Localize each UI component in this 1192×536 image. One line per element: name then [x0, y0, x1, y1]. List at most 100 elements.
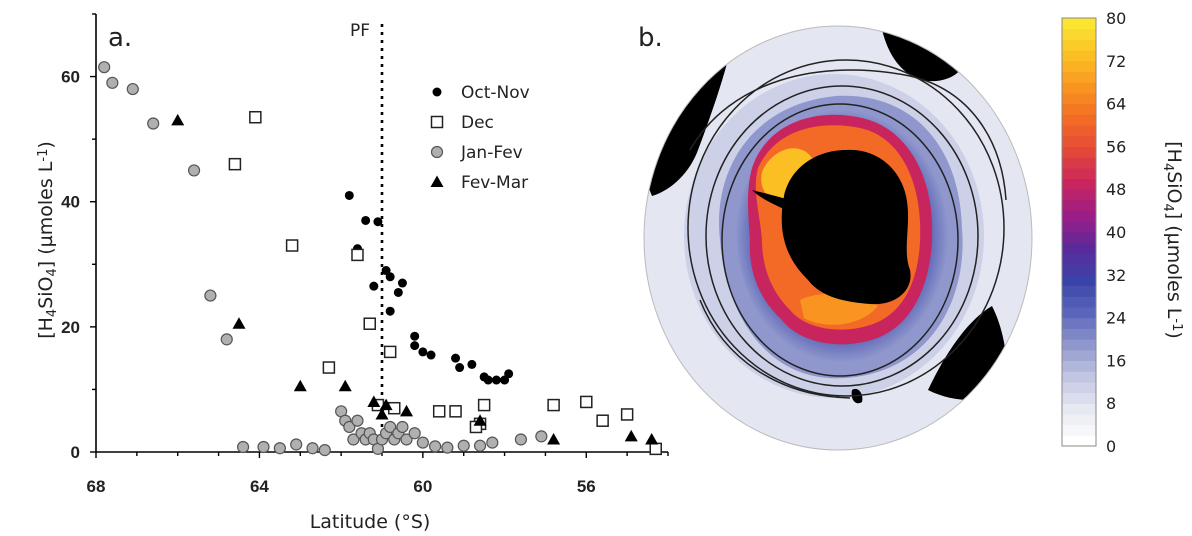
- label-part: ): [35, 141, 57, 148]
- legend-marker: [430, 175, 444, 187]
- colorbar-tick-label: 72: [1106, 52, 1126, 71]
- colorbar-swatch: [1062, 274, 1096, 287]
- x-tick-label: 60: [413, 477, 432, 496]
- data-point: [451, 353, 461, 363]
- colorbar-swatch: [1062, 221, 1096, 233]
- data-point: [232, 317, 246, 329]
- colorbar-tick-label: 32: [1106, 266, 1126, 285]
- colorbar-swatch: [1062, 360, 1096, 372]
- colorbar-tick-label: 48: [1106, 180, 1126, 199]
- colorbar-tick-label: 80: [1106, 9, 1126, 28]
- data-point: [373, 217, 383, 227]
- data-point: [147, 117, 160, 130]
- y-ticks: 0 20 40 60: [61, 13, 96, 462]
- colorbar-swatch: [1062, 413, 1096, 426]
- data-point: [220, 333, 233, 346]
- y-tick-label: 0: [71, 443, 80, 462]
- colorbar-swatch: [1062, 306, 1096, 319]
- data-point: [535, 430, 548, 443]
- data-point: [375, 407, 389, 420]
- data-point: [383, 345, 397, 359]
- colorbar-swatch: [1062, 199, 1096, 212]
- data-point: [491, 375, 501, 385]
- data-point: [347, 433, 360, 446]
- legend-label: Jan-Fev: [460, 143, 523, 163]
- legend: Oct-Nov Dec Jan-Fev Fev-Mar: [430, 83, 530, 193]
- polar-map-panel-b: b.: [638, 9, 1185, 456]
- data-point: [379, 398, 393, 411]
- data-point: [273, 442, 286, 455]
- data-point: [369, 281, 379, 291]
- colorbar-swatch: [1062, 349, 1096, 361]
- label-part: ] (µmoles L: [1163, 212, 1185, 319]
- data-point: [580, 395, 593, 409]
- data-point: [187, 164, 201, 177]
- colorbar-swatch: [1062, 167, 1096, 180]
- data-point: [408, 427, 421, 440]
- data-point: [384, 420, 397, 434]
- data-point: [236, 440, 250, 454]
- antarctica-land: [781, 149, 911, 305]
- data-point: [257, 440, 270, 454]
- data-point: [473, 439, 487, 452]
- data-point: [504, 369, 514, 379]
- legend-marker: [432, 87, 442, 97]
- colorbar-swatch: [1062, 328, 1096, 340]
- colorbar-swatch: [1062, 392, 1096, 404]
- colorbar-swatch: [1062, 232, 1096, 244]
- data-point: [483, 375, 493, 385]
- colorbar-swatch: [1062, 210, 1096, 222]
- colorbar-swatch: [1062, 381, 1096, 394]
- data-point: [429, 440, 442, 453]
- data-point: [363, 317, 376, 330]
- data-point: [514, 433, 528, 446]
- data-point: [457, 439, 470, 452]
- data-point: [98, 61, 111, 74]
- series-oct-nov: [344, 190, 514, 385]
- colorbar-swatch: [1062, 253, 1096, 265]
- front-contour-3: [687, 59, 1005, 397]
- data-point: [649, 442, 662, 456]
- colorbar-swatch: [1062, 60, 1096, 73]
- annotations: PF: [350, 21, 384, 452]
- label-part: ): [1163, 331, 1185, 338]
- data-point: [249, 110, 262, 124]
- data-point: [547, 398, 560, 412]
- colorbar-tick-label: 8: [1106, 394, 1116, 413]
- series-dec: [228, 110, 662, 456]
- colorbar-swatch: [1062, 403, 1096, 415]
- colorbar-tick-label: 40: [1106, 223, 1126, 242]
- data-point: [396, 420, 409, 434]
- south-america-land: [644, 52, 730, 196]
- data-point: [397, 278, 407, 288]
- label-part: [H: [35, 317, 57, 339]
- label-part: -1: [36, 149, 51, 162]
- data-point: [620, 408, 634, 421]
- colorbar-swatch: [1062, 50, 1096, 62]
- data-point: [477, 398, 491, 412]
- colorbar-swatch: [1062, 135, 1096, 147]
- data-point: [432, 405, 446, 418]
- data-point: [367, 395, 381, 407]
- series-fev-mar: [171, 113, 659, 445]
- data-point: [351, 414, 364, 427]
- legend-label: Dec: [461, 113, 494, 133]
- y-axis-title: [H4SiO4] (µmoles L-1): [35, 141, 60, 339]
- data-points: [98, 61, 662, 457]
- data-point: [285, 239, 299, 252]
- colorbar-swatch: [1062, 82, 1096, 94]
- data-point: [204, 289, 217, 302]
- colorbar-swatch: [1062, 92, 1096, 105]
- colorbar-swatch: [1062, 71, 1096, 83]
- front-contour-5: [699, 299, 851, 399]
- data-point: [344, 190, 354, 200]
- label-part: 4: [1160, 204, 1175, 212]
- data-point: [416, 436, 429, 449]
- label-part: 4: [45, 268, 60, 276]
- data-point: [361, 215, 371, 225]
- data-point: [449, 405, 462, 418]
- label-part: SiO: [35, 276, 57, 308]
- panel-b-label: b.: [638, 23, 663, 53]
- colorbar-swatch: [1062, 371, 1096, 383]
- data-point: [410, 331, 420, 341]
